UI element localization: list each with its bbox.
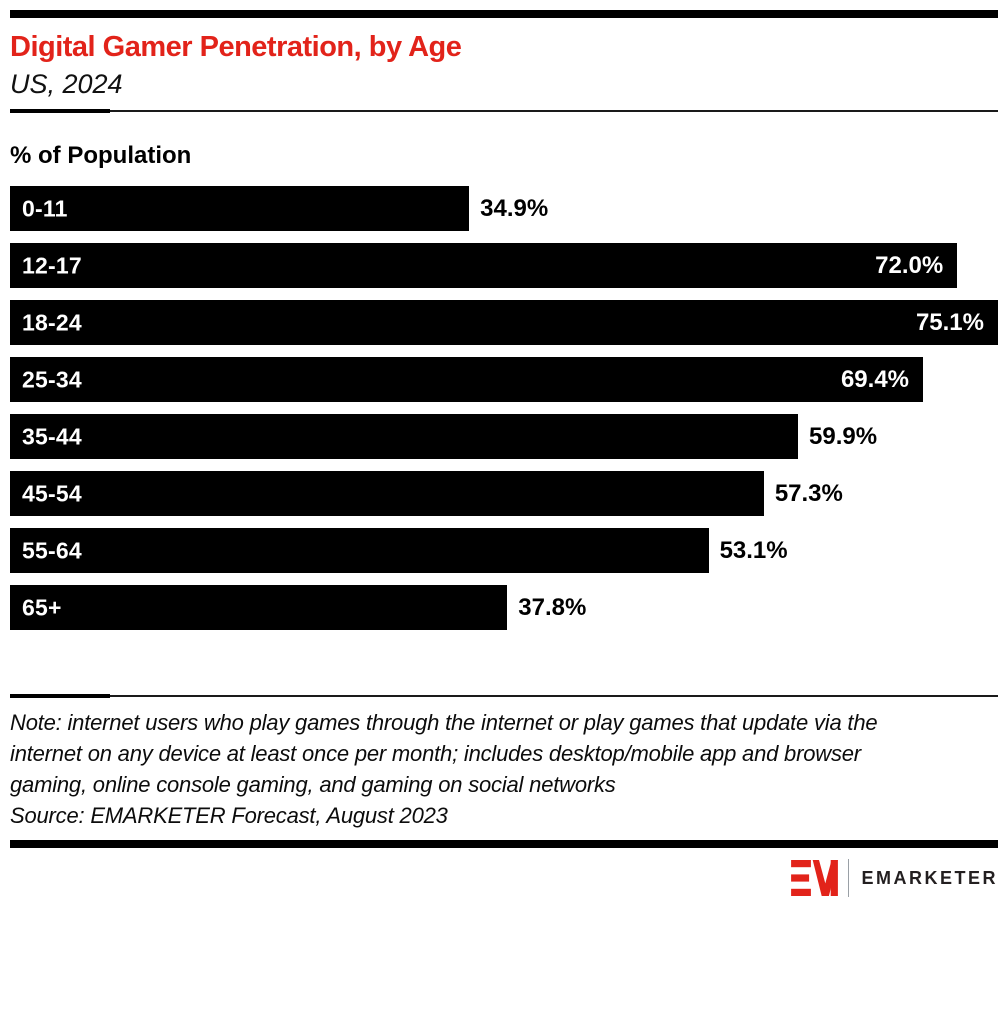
bar-row: 12-17 72.0%: [10, 243, 998, 288]
bar-row: 0-11 34.9%: [10, 186, 998, 231]
emarketer-logo-icon: [791, 860, 839, 896]
bar: [10, 186, 470, 231]
header-divider-thin: [10, 110, 998, 112]
chart-subtitle: US, 2024: [10, 69, 123, 99]
bar-value-label: 53.1%: [719, 536, 788, 564]
bar-category-label: 65+: [22, 594, 62, 620]
bar: [10, 243, 958, 288]
bar-value-label: 34.9%: [480, 194, 549, 222]
bar-category-label: 18-24: [22, 309, 82, 335]
chart-page: Digital Gamer Penetration, by Age US, 20…: [0, 10, 1008, 899]
footnote-line: Note: internet users who play games thro…: [10, 710, 878, 735]
bar-chart: 0-11 34.9% 12-17 72.0% 18-24 75.1% 25-34…: [10, 186, 998, 630]
footnote-line: gaming, online console gaming, and gamin…: [10, 772, 616, 797]
bar-row: 65+ 37.8%: [10, 585, 998, 630]
emarketer-wordmark: EMARKETER: [861, 867, 998, 888]
bar-row: 25-34 69.4%: [10, 357, 998, 402]
bar-row: 45-54 57.3%: [10, 471, 998, 516]
bar-row: 35-44 59.9%: [10, 414, 998, 459]
bar-category-label: 55-64: [22, 537, 82, 563]
bar: [10, 357, 923, 402]
bar-value-label: 69.4%: [840, 365, 910, 393]
bar-row: 55-64 53.1%: [10, 528, 998, 573]
bottom-accent-bar: [10, 840, 998, 848]
header-divider-thick: [10, 109, 110, 113]
bar-value-label: 75.1%: [915, 308, 984, 336]
logo-divider: [848, 859, 850, 897]
bar-value-label: 37.8%: [518, 593, 587, 621]
bar: [10, 528, 709, 573]
bar-value-label: 57.3%: [774, 479, 843, 507]
bar: [10, 585, 508, 630]
bar-category-label: 0-11: [22, 195, 68, 221]
header-divider: [10, 109, 998, 113]
footnote-block: Note: internet users who play games thro…: [10, 707, 998, 831]
bar: [10, 471, 764, 516]
bar: [10, 300, 998, 345]
bar-category-label: 12-17: [22, 252, 82, 278]
bar: [10, 414, 799, 459]
footnote-line: internet on any device at least once per…: [10, 741, 861, 766]
footer-divider-thin: [10, 695, 998, 697]
top-accent-bar: [10, 10, 998, 18]
footer-divider: [10, 694, 998, 698]
axis-unit-label: % of Population: [10, 142, 192, 169]
bar-value-label: 72.0%: [875, 251, 944, 279]
bar-category-label: 35-44: [22, 423, 82, 449]
source-line: Source: EMARKETER Forecast, August 2023: [10, 803, 448, 828]
bar-row: 18-24 75.1%: [10, 300, 998, 345]
chart-title: Digital Gamer Penetration, by Age: [10, 31, 462, 63]
branding-row: EMARKETER: [10, 857, 998, 899]
bar-value-label: 59.9%: [809, 422, 878, 450]
bar-category-label: 45-54: [22, 480, 82, 506]
bar-category-label: 25-34: [22, 366, 82, 392]
footer-divider-thick: [10, 694, 110, 698]
